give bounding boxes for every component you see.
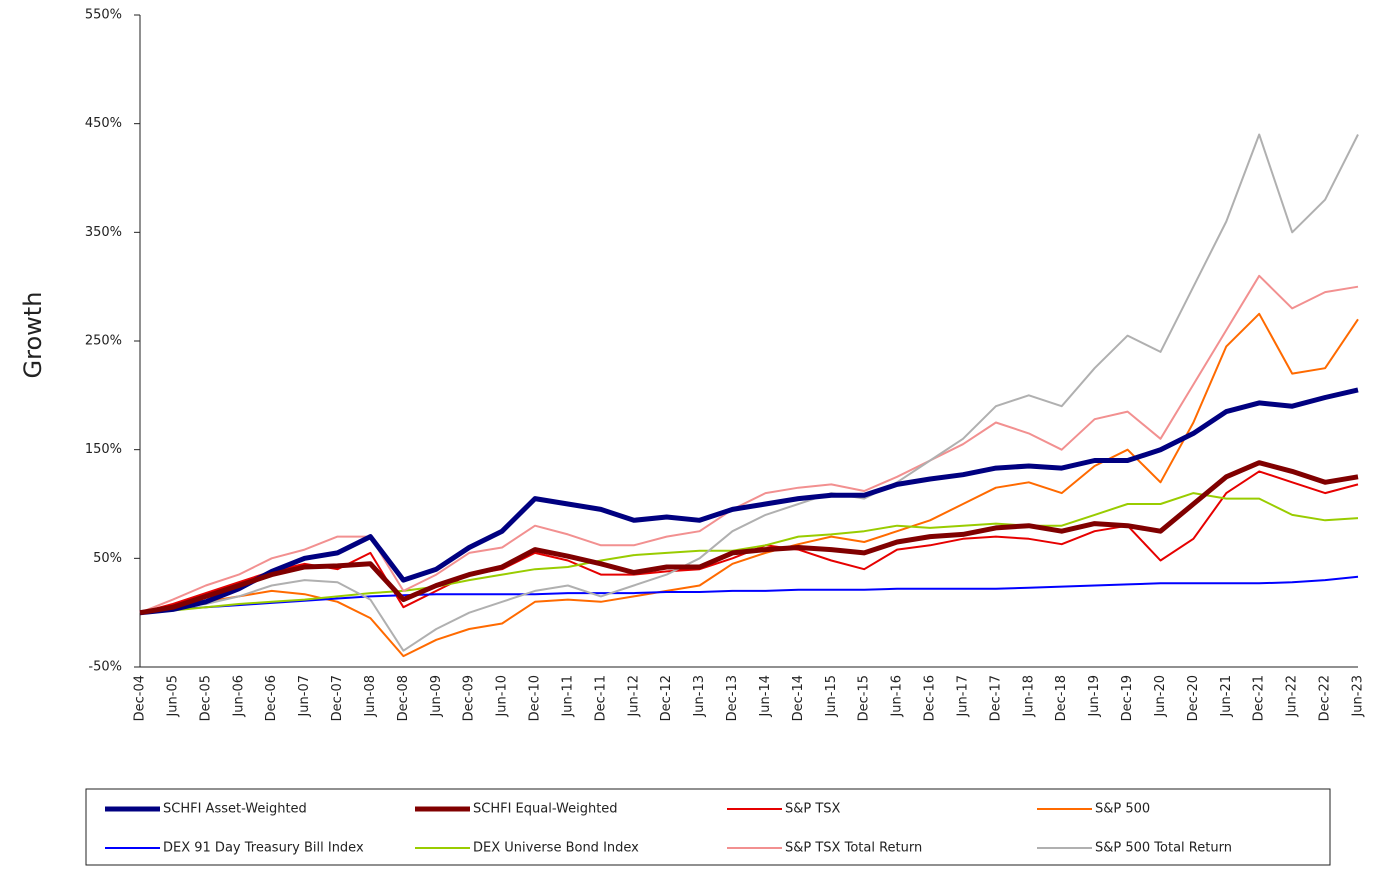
legend-label: S&P TSX bbox=[785, 802, 841, 817]
x-tick-label: Dec-17 bbox=[988, 675, 1003, 721]
x-tick-label: Jun-12 bbox=[626, 675, 641, 718]
x-tick-label: Jun-18 bbox=[1021, 675, 1036, 718]
x-tick-label: Jun-10 bbox=[495, 675, 510, 718]
x-tick-label: Jun-08 bbox=[363, 675, 378, 718]
series-line bbox=[139, 575, 1359, 614]
y-tick-label: 350% bbox=[85, 225, 122, 240]
series-line bbox=[139, 133, 1359, 652]
series-line bbox=[139, 274, 1359, 614]
x-tick-label: Jun-11 bbox=[560, 675, 575, 718]
x-tick-label: Dec-19 bbox=[1120, 675, 1135, 721]
x-tick-label: Jun-07 bbox=[297, 675, 312, 718]
legend-label: SCHFI Asset-Weighted bbox=[163, 802, 307, 817]
x-tick-label: Dec-09 bbox=[462, 675, 477, 721]
y-tick-label: -50% bbox=[88, 660, 122, 675]
x-tick-label: Dec-06 bbox=[264, 675, 279, 721]
x-tick-label: Jun-21 bbox=[1219, 675, 1234, 718]
x-tick-label: Jun-05 bbox=[165, 675, 180, 718]
legend-label: S&P 500 bbox=[1095, 802, 1150, 817]
x-tick-label: Dec-21 bbox=[1252, 675, 1267, 721]
legend-label: DEX Universe Bond Index bbox=[473, 841, 639, 856]
x-tick-label: Jun-13 bbox=[692, 675, 707, 718]
x-tick-label: Dec-14 bbox=[791, 675, 806, 721]
y-tick-label: 550% bbox=[85, 8, 122, 23]
series-line bbox=[139, 312, 1359, 658]
y-axis-label: Growth bbox=[19, 292, 47, 379]
y-tick-label: 450% bbox=[85, 116, 122, 131]
y-tick-label: 150% bbox=[85, 442, 122, 457]
x-tick-label: Dec-20 bbox=[1186, 675, 1201, 721]
x-tick-label: Dec-08 bbox=[396, 675, 411, 721]
x-tick-label: Jun-14 bbox=[758, 675, 773, 718]
x-tick-label: Dec-15 bbox=[857, 675, 872, 721]
x-tick-label: Jun-23 bbox=[1351, 675, 1366, 718]
x-tick-label: Dec-13 bbox=[725, 675, 740, 721]
legend-label: S&P 500 Total Return bbox=[1095, 841, 1232, 856]
x-tick-label: Jun-17 bbox=[955, 675, 970, 718]
x-tick-label: Dec-16 bbox=[923, 675, 938, 721]
x-tick-label: Jun-15 bbox=[824, 675, 839, 718]
series-line bbox=[139, 387, 1359, 616]
series-line bbox=[139, 492, 1359, 614]
legend-label: S&P TSX Total Return bbox=[785, 841, 922, 856]
x-tick-label: Jun-09 bbox=[429, 675, 444, 718]
x-tick-label: Dec-22 bbox=[1318, 675, 1333, 721]
x-tick-label: Dec-05 bbox=[198, 675, 213, 721]
x-tick-label: Jun-06 bbox=[231, 675, 246, 718]
x-tick-label: Dec-12 bbox=[659, 675, 674, 721]
legend-box bbox=[85, 788, 1331, 866]
legend-label: SCHFI Equal-Weighted bbox=[473, 802, 618, 817]
y-tick-label: 250% bbox=[85, 334, 122, 349]
legend-label: DEX 91 Day Treasury Bill Index bbox=[163, 841, 364, 856]
x-tick-label: Dec-04 bbox=[133, 675, 148, 721]
x-tick-label: Dec-10 bbox=[528, 675, 543, 721]
x-tick-label: Dec-11 bbox=[593, 675, 608, 721]
x-tick-label: Jun-16 bbox=[890, 675, 905, 718]
series-line bbox=[139, 460, 1359, 616]
x-tick-label: Dec-07 bbox=[330, 675, 345, 721]
y-tick-label: 50% bbox=[93, 551, 122, 566]
x-tick-label: Jun-20 bbox=[1153, 675, 1168, 718]
x-tick-label: Jun-22 bbox=[1285, 675, 1300, 718]
x-tick-label: Dec-18 bbox=[1054, 675, 1069, 721]
x-tick-label: Jun-19 bbox=[1087, 675, 1102, 718]
